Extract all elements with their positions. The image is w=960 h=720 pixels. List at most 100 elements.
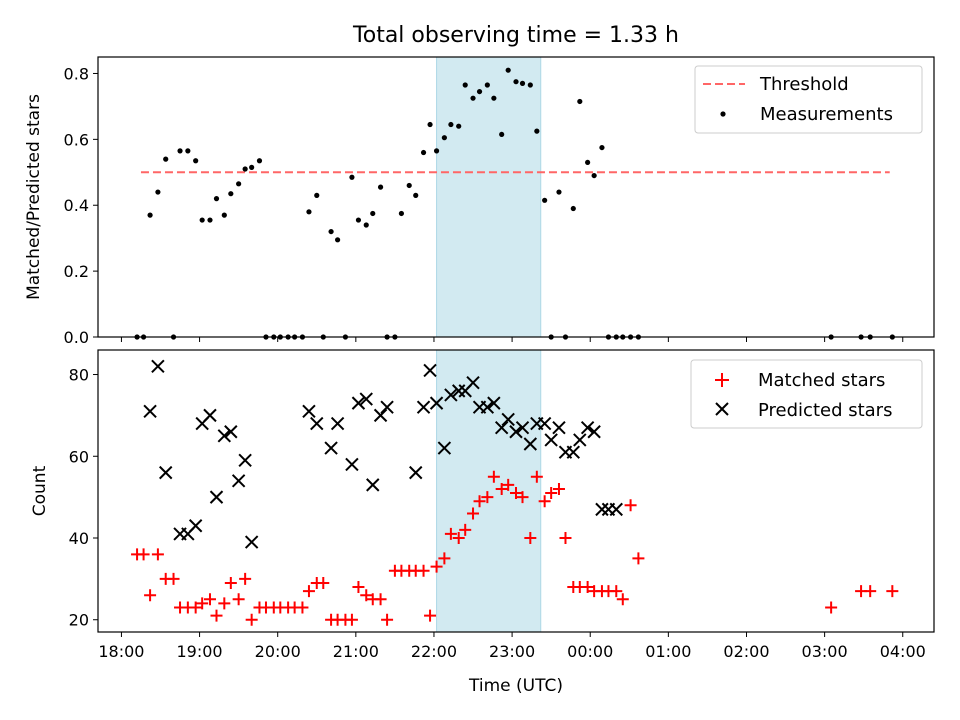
- predicted-star-point: [501, 412, 515, 427]
- legend-measurements-swatch: [720, 111, 726, 117]
- measurement-point: [456, 123, 462, 129]
- predicted-star-point: [487, 396, 501, 410]
- measurement-point: [147, 212, 153, 218]
- measurement-point: [470, 95, 476, 101]
- predicted-star-point: [466, 375, 480, 390]
- predicted-star-point: [494, 420, 509, 435]
- measurement-point: [185, 148, 191, 154]
- legend-matched-label: Matched stars: [758, 370, 885, 391]
- x-tick-label: 00:00: [567, 642, 613, 661]
- measurement-point: [406, 182, 412, 189]
- top-y-tick-label: 0.6: [64, 130, 89, 149]
- x-tick-label: 03:00: [802, 642, 848, 661]
- x-tick-label: 21:00: [333, 642, 379, 661]
- measurement-point: [441, 135, 447, 141]
- matched-star-point: [137, 548, 150, 561]
- matched-star-point: [502, 478, 515, 491]
- measurement-point: [370, 210, 376, 217]
- matched-star-point: [581, 581, 594, 594]
- predicted-star-point: [552, 420, 566, 435]
- matched-star-point: [144, 589, 157, 602]
- measurement-point: [221, 212, 227, 218]
- bottom-marks: [131, 359, 899, 626]
- matched-star-point: [616, 593, 629, 606]
- measurement-point: [427, 121, 433, 128]
- predicted-star-point: [373, 408, 388, 423]
- predicted-star-point: [423, 363, 437, 378]
- predicted-star-point: [159, 465, 173, 480]
- measurement-point: [484, 82, 490, 88]
- matched-star-point: [459, 523, 472, 536]
- predicted-star-point: [217, 429, 232, 443]
- top-y-ticks: 0.0 0.2 0.4 0.6 0.8: [64, 64, 98, 347]
- predicted-star-point: [523, 437, 538, 451]
- legend-predicted-swatch: [715, 402, 729, 416]
- x-tick-label: 18:00: [98, 642, 144, 661]
- x-tick-label: 01:00: [645, 642, 691, 661]
- bottom-x-ticks: 18:00 19:00 20:00 21:00 22:00 23:00 00:00 01:00…: [98, 632, 926, 661]
- predicted-star-point: [451, 384, 466, 398]
- matched-star-point: [530, 470, 543, 483]
- predicted-star-point: [188, 519, 203, 533]
- matched-star-point: [360, 589, 373, 602]
- matched-star-point: [487, 470, 500, 483]
- predicted-star-point: [366, 478, 380, 492]
- measurement-point: [236, 181, 242, 187]
- bottom-y-tick-label: 80: [69, 366, 89, 385]
- top-y-tick-label: 0.2: [64, 262, 89, 281]
- matched-star-point: [545, 487, 558, 500]
- measurement-point: [363, 222, 369, 228]
- matched-star-point: [473, 495, 486, 508]
- measurement-point: [433, 148, 440, 154]
- measurement-point: [349, 174, 355, 180]
- matched-star-point: [374, 593, 387, 606]
- matched-star-point: [495, 482, 508, 495]
- bottom-y-tick-label: 20: [69, 611, 89, 630]
- predicted-star-point: [429, 396, 444, 410]
- measurement-point: [519, 80, 526, 86]
- matched-star-point: [524, 532, 537, 544]
- predicted-star-point: [480, 400, 495, 414]
- x-tick-label: 20:00: [255, 642, 301, 661]
- matched-star-point: [538, 495, 551, 508]
- predicted-star-point: [380, 400, 394, 414]
- top-y-axis-label: Matched/Predicted stars: [24, 94, 44, 300]
- measurement-point: [585, 159, 591, 166]
- measurement-point: [228, 191, 234, 197]
- measurement-point: [542, 197, 548, 203]
- matched-star-point: [632, 552, 645, 565]
- measurement-point: [476, 88, 483, 95]
- measurement-point: [505, 67, 511, 73]
- matched-star-point: [552, 482, 565, 495]
- legend-measurements-label: Measurements: [760, 104, 893, 125]
- matched-star-point: [218, 597, 231, 610]
- matched-star-point: [886, 585, 899, 598]
- predicted-star-point: [224, 425, 238, 439]
- matched-star-point: [516, 491, 529, 504]
- predicted-star-point: [566, 445, 581, 459]
- predicted-star-point: [351, 396, 366, 410]
- matched-star-point: [239, 572, 252, 585]
- predicted-star-point: [231, 474, 246, 488]
- measurement-point: [163, 156, 169, 162]
- measurement-point: [413, 192, 419, 198]
- bottom-y-axis-label: Count: [30, 465, 50, 516]
- matched-star-point: [510, 487, 522, 500]
- predicted-star-point: [244, 535, 259, 549]
- matched-star-point: [610, 585, 623, 598]
- chart-title: Total observing time = 1.33 h: [352, 23, 679, 48]
- measurement-point: [213, 196, 220, 202]
- top-y-tick-label: 0.4: [64, 196, 89, 215]
- matched-star-point: [296, 601, 309, 614]
- measurement-point: [249, 164, 255, 170]
- predicted-star-point: [580, 420, 595, 435]
- bottom-plot-frame: [97, 349, 935, 633]
- top-legend: Threshold Measurements: [694, 65, 923, 134]
- top-x-ticks: [120, 337, 904, 342]
- matched-star-point: [864, 585, 877, 598]
- top-highlight-span: [436, 56, 542, 338]
- matched-star-point: [559, 532, 572, 544]
- predicted-star-point: [544, 433, 558, 447]
- top-panel: 0.00.20.40.60.8 Matched/Predicted stars …: [24, 56, 935, 347]
